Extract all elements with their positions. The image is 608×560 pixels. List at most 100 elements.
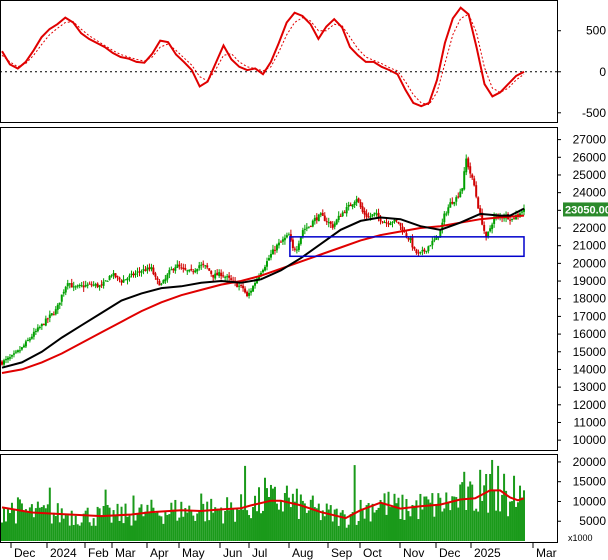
volume-bar: [12, 509, 15, 541]
candle-body: [377, 212, 380, 218]
volume-bar: [216, 508, 219, 541]
candle-body: [238, 285, 241, 287]
candle-body: [70, 283, 73, 288]
volume-bar: [136, 513, 139, 541]
volume-bar: [258, 487, 261, 541]
candle-body: [164, 278, 167, 282]
candle-body: [277, 242, 280, 246]
candle-body: [439, 230, 442, 238]
candle-body: [36, 327, 39, 332]
candle-body: [443, 213, 446, 223]
volume-bar: [174, 499, 177, 541]
volume-bar: [172, 509, 175, 541]
volume-bar: [144, 511, 147, 541]
volume-bar: [114, 515, 117, 541]
volume-bar: [451, 496, 454, 541]
candle-body: [246, 291, 249, 297]
volume-bar: [28, 507, 31, 541]
volume-bar: [76, 524, 79, 541]
volume-bar: [256, 511, 259, 541]
candle-body: [32, 331, 35, 337]
volume-bar: [301, 500, 304, 541]
candle-body: [475, 185, 478, 197]
volume-bar: [218, 510, 221, 541]
candle-body: [323, 215, 326, 221]
candle-body: [48, 314, 51, 318]
volume-bar: [361, 508, 364, 541]
volume-bar: [134, 520, 137, 541]
candle-body: [58, 302, 61, 305]
volume-bar: [230, 502, 233, 541]
price-tick-label: 26000: [573, 150, 607, 164]
candle-body: [375, 213, 378, 215]
volume-bar: [501, 494, 504, 541]
x-tick-label: Apr: [150, 546, 169, 560]
volume-bar: [132, 495, 135, 541]
volume-bar: [140, 504, 143, 541]
volume-bar: [204, 521, 207, 541]
volume-bar: [473, 510, 476, 541]
price-tick-label: 15000: [573, 345, 607, 359]
volume-bar: [457, 507, 460, 541]
candle-body: [56, 304, 59, 310]
volume-bar: [349, 514, 352, 541]
candle-body: [329, 221, 332, 224]
volume-bar: [511, 501, 514, 541]
volume-bar: [475, 508, 478, 541]
candle-body: [385, 222, 388, 224]
candle-body: [341, 212, 344, 217]
candle-body: [172, 269, 175, 271]
volume-bar: [411, 504, 414, 541]
volume-bar: [126, 516, 129, 541]
x-axis: Dec 2024 Feb Mar Apr May Jun Jul Aug Sep Oct Nov Dec…: [10, 543, 557, 560]
price-tick-label: 27000: [573, 133, 607, 147]
osc-tick-label: 0: [599, 65, 606, 79]
candle-body: [16, 350, 19, 352]
candle-body: [305, 227, 308, 229]
x-tick-label: Sep: [331, 546, 353, 560]
candle-body: [118, 277, 121, 280]
candle-body: [12, 353, 15, 355]
volume-bar: [523, 490, 525, 541]
candle-body: [148, 267, 151, 269]
candle-body: [60, 294, 63, 302]
candle-body: [66, 283, 69, 287]
candle-body: [331, 224, 334, 228]
price-tick-label: 24000: [573, 186, 607, 200]
volume-bar: [351, 512, 354, 541]
candle-body: [120, 280, 123, 283]
candle-body: [110, 275, 113, 277]
candle-body: [413, 246, 416, 249]
candle-body: [76, 285, 79, 287]
volume-bar: [228, 510, 231, 541]
volume-bar: [44, 508, 47, 541]
candle-body: [265, 261, 268, 267]
candle-body: [295, 249, 298, 251]
candle-body: [94, 284, 97, 286]
candle-body: [373, 212, 376, 215]
volume-bar: [285, 485, 288, 541]
volume-bar: [455, 497, 458, 541]
candle-body: [130, 273, 133, 275]
volume-bar: [94, 525, 97, 541]
candle-body: [126, 278, 129, 281]
volume-bar: [178, 517, 181, 541]
candle-body: [30, 336, 33, 339]
volume-bar: [164, 511, 167, 541]
candle-body: [258, 275, 261, 280]
volume-bar: [214, 507, 217, 541]
candle-body: [154, 273, 157, 277]
candle-body: [363, 210, 366, 215]
candle-body: [122, 279, 125, 283]
volume-bar: [427, 499, 430, 541]
volume-bar: [54, 516, 57, 541]
candle-body: [8, 357, 11, 359]
candle-body: [198, 265, 201, 269]
candle-body: [80, 285, 83, 287]
volume-bar: [385, 514, 388, 541]
candle-body: [18, 350, 21, 352]
volume-bar: [297, 518, 300, 541]
volume-bar: [439, 497, 442, 541]
volume-bar: [447, 502, 450, 541]
